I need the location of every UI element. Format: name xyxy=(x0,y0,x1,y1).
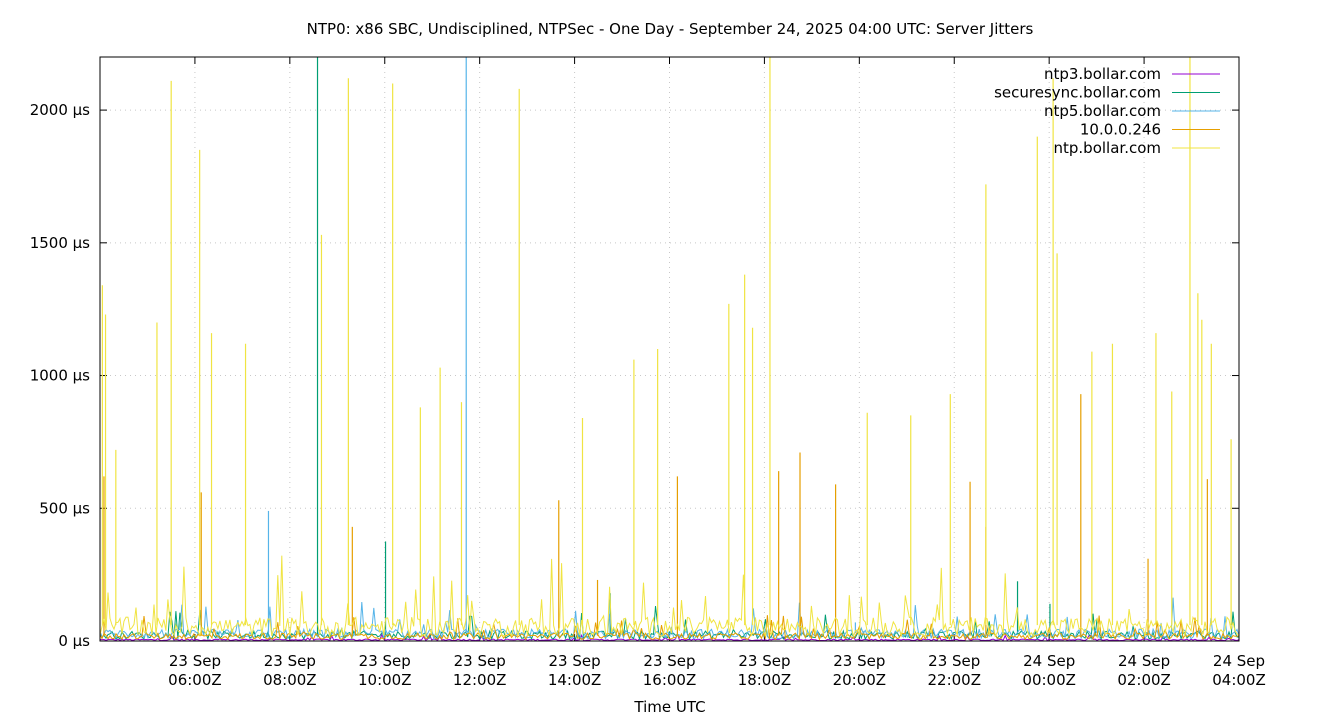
x-tick-label-time: 00:00Z xyxy=(1022,671,1076,689)
x-tick-label-time: 06:00Z xyxy=(168,671,222,689)
x-tick-label-date: 23 Sep xyxy=(359,652,411,670)
y-tick-label: 1500 µs xyxy=(30,234,90,252)
x-tick-label-date: 23 Sep xyxy=(264,652,316,670)
x-tick-label-date: 23 Sep xyxy=(738,652,790,670)
x-tick-label-time: 02:00Z xyxy=(1117,671,1171,689)
x-tick-label-date: 24 Sep xyxy=(1213,652,1265,670)
legend-label: ntp5.bollar.com xyxy=(1044,102,1161,120)
x-tick-label-date: 23 Sep xyxy=(833,652,885,670)
x-tick-label-date: 24 Sep xyxy=(1118,652,1170,670)
legend-label: ntp.bollar.com xyxy=(1054,139,1162,157)
legend-label: 10.0.0.246 xyxy=(1080,121,1161,139)
y-tick-label: 500 µs xyxy=(39,499,90,517)
x-tick-label-time: 04:00Z xyxy=(1212,671,1266,689)
series-line xyxy=(99,555,1240,638)
chart-title: NTP0: x86 SBC, Undisciplined, NTPSec - O… xyxy=(307,20,1034,38)
x-tick-label-date: 23 Sep xyxy=(549,652,601,670)
y-tick-label: 2000 µs xyxy=(30,101,90,119)
legend-label: securesync.bollar.com xyxy=(994,84,1161,102)
x-tick-label-date: 23 Sep xyxy=(928,652,980,670)
x-tick-label-date: 23 Sep xyxy=(643,652,695,670)
x-tick-label-time: 22:00Z xyxy=(927,671,981,689)
x-tick-label-date: 24 Sep xyxy=(1023,652,1075,670)
x-tick-label-time: 08:00Z xyxy=(263,671,317,689)
plot-border xyxy=(99,56,1240,642)
x-axis-label: Time UTC xyxy=(633,698,705,716)
y-tick-label: 1000 µs xyxy=(30,367,90,385)
y-tick-label: 0 µs xyxy=(58,632,90,650)
x-tick-label-time: 12:00Z xyxy=(453,671,507,689)
series-layer xyxy=(99,57,1240,642)
x-tick-label-date: 23 Sep xyxy=(454,652,506,670)
legend-label: ntp3.bollar.com xyxy=(1044,65,1161,83)
legend: ntp3.bollar.comsecuresync.bollar.comntp5… xyxy=(994,65,1220,157)
x-tick-label-time: 20:00Z xyxy=(833,671,887,689)
y-axis: 0 µs 500 µs 1000 µs 1500 µs 2000 µs xyxy=(30,101,1239,650)
series-4 xyxy=(99,57,1240,638)
x-tick-label-time: 16:00Z xyxy=(643,671,697,689)
series-line xyxy=(99,605,1240,641)
x-tick-label-time: 14:00Z xyxy=(548,671,602,689)
series-1 xyxy=(99,57,1240,641)
x-tick-label-time: 18:00Z xyxy=(738,671,792,689)
x-tick-label-date: 23 Sep xyxy=(169,652,221,670)
x-tick-label-time: 10:00Z xyxy=(358,671,412,689)
